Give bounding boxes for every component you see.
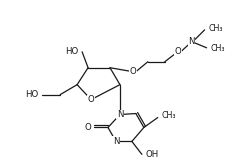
Text: O: O: [174, 47, 181, 56]
Text: OH: OH: [146, 150, 159, 159]
Text: O: O: [88, 95, 94, 104]
Text: O: O: [130, 67, 136, 76]
Text: N: N: [117, 110, 123, 119]
Text: O: O: [84, 123, 91, 132]
Text: CH₃: CH₃: [209, 24, 223, 33]
Text: N: N: [188, 37, 195, 46]
Text: CH₃: CH₃: [162, 111, 176, 120]
Text: HO: HO: [65, 47, 78, 56]
Text: HO: HO: [25, 90, 38, 99]
Text: CH₃: CH₃: [211, 44, 225, 53]
Text: N: N: [113, 137, 119, 146]
